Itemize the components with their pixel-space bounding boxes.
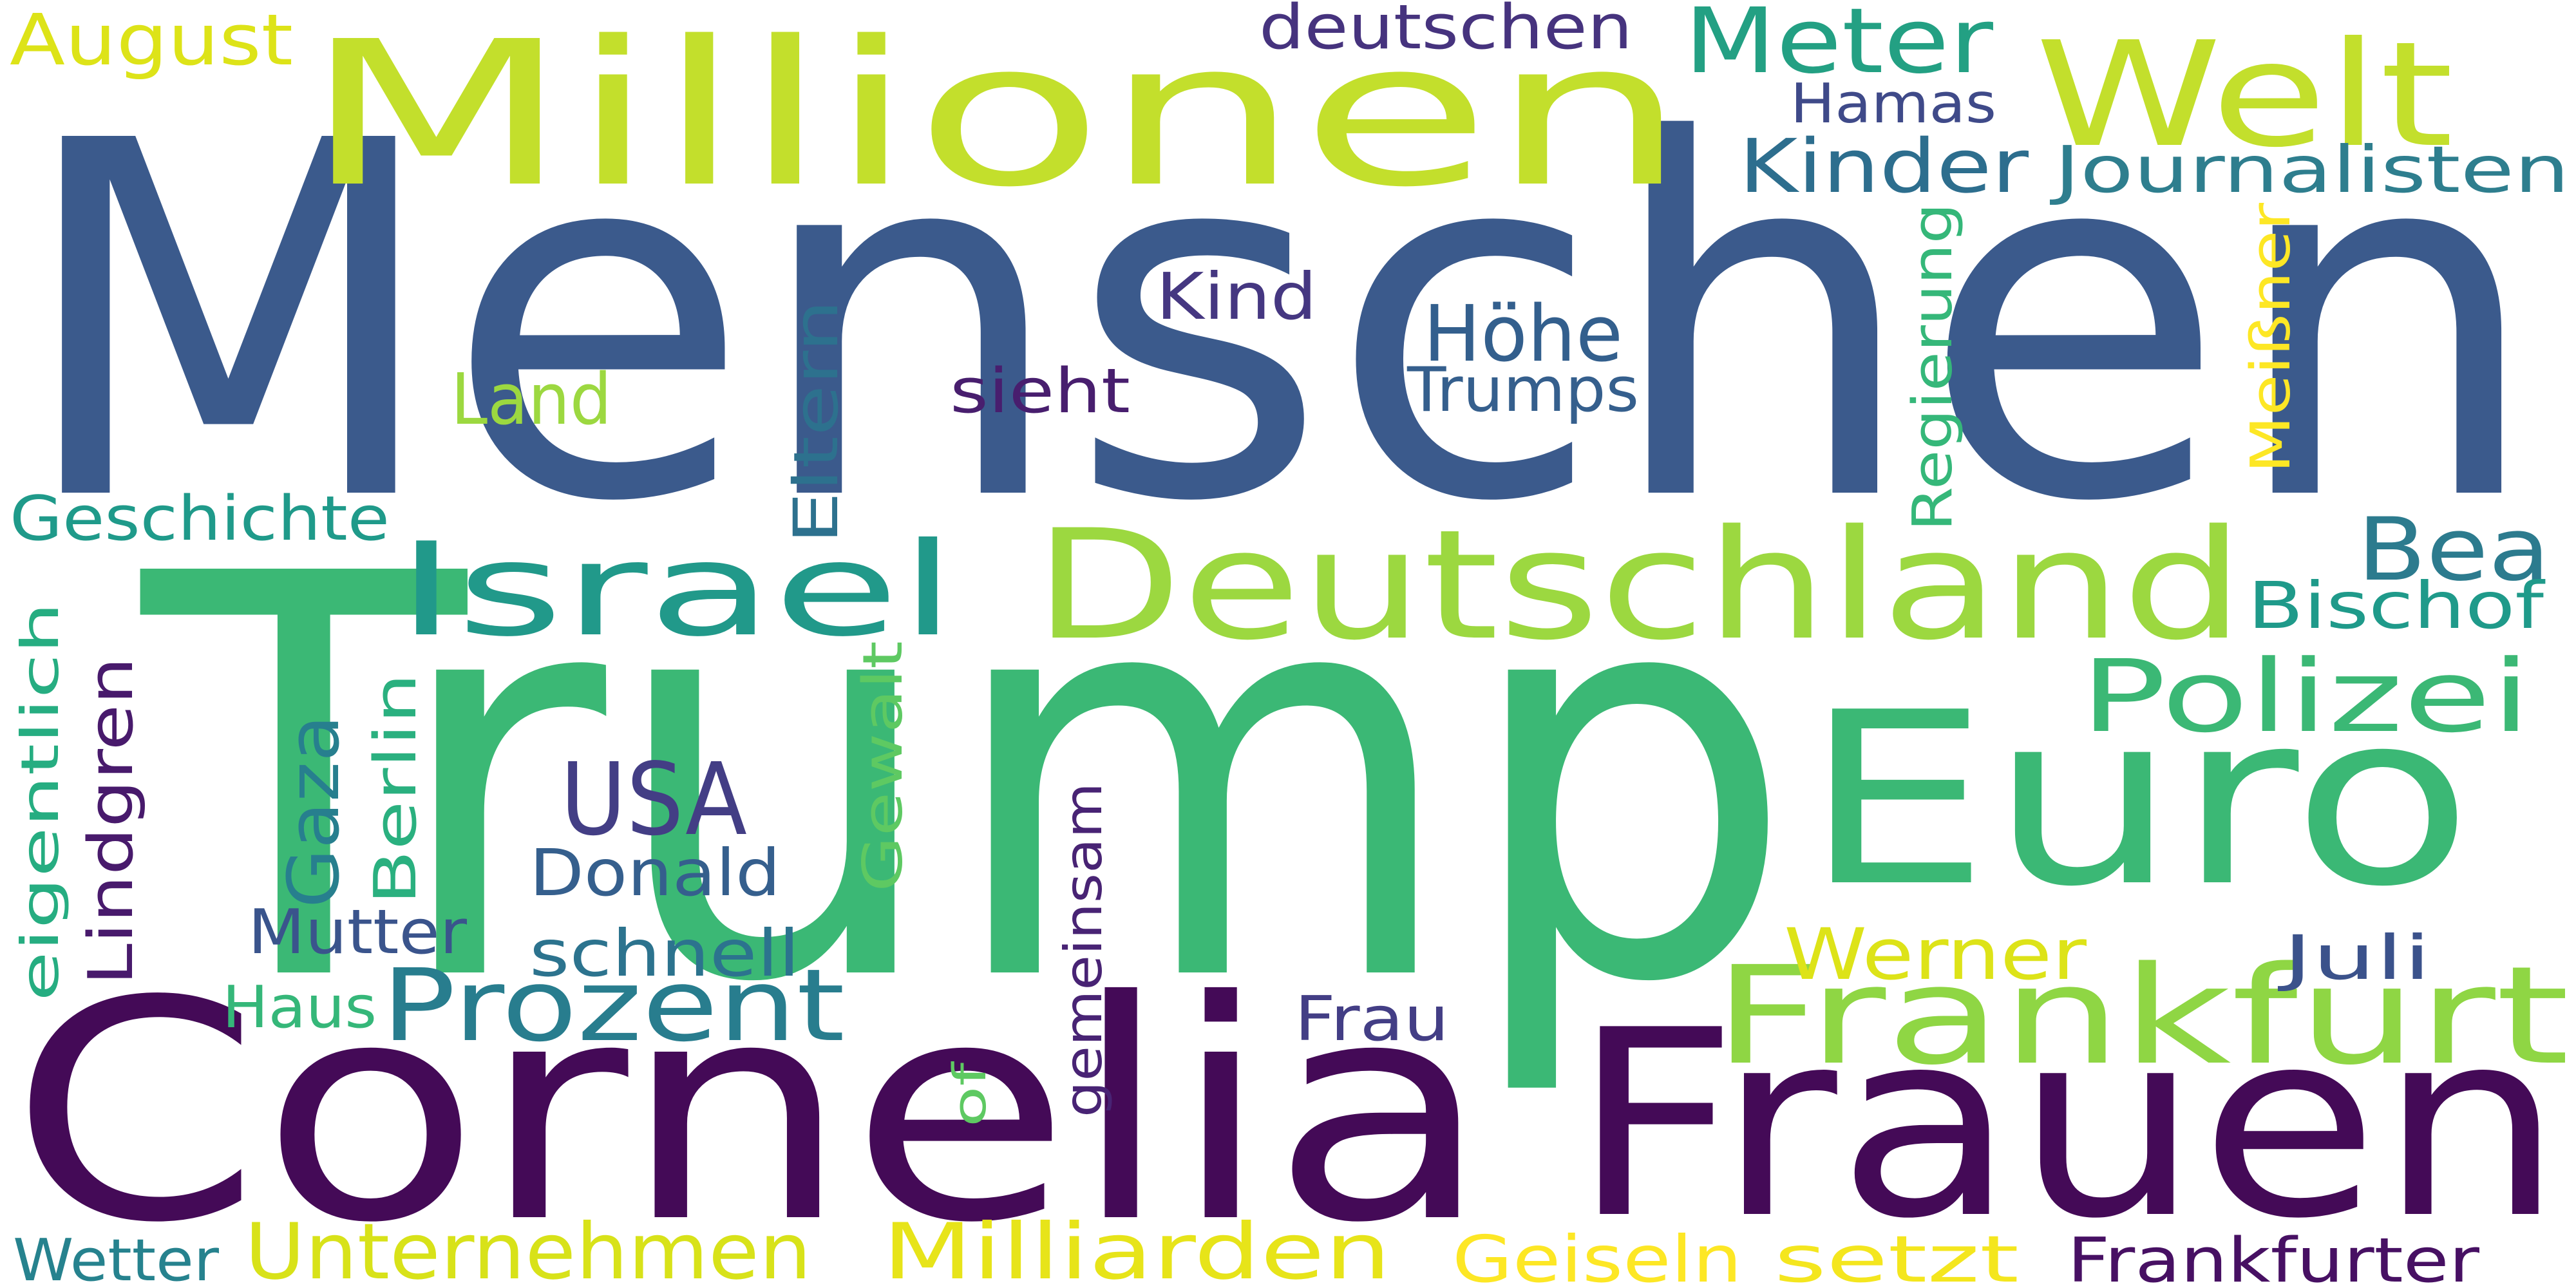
word-of: of	[943, 1061, 996, 1127]
word-bischof: Bischof	[2248, 568, 2546, 643]
word-usa: USA	[560, 741, 747, 858]
word-frau: Frau	[1294, 984, 1449, 1055]
word-mutter: Mutter	[248, 897, 468, 968]
word-haus: Haus	[222, 974, 377, 1041]
word-gemeinsam: gemeinsam	[1054, 782, 1113, 1117]
word-bea: Bea	[2357, 499, 2550, 600]
word-meissner: Meißner	[2239, 203, 2303, 473]
word-setzt: setzt	[1774, 1222, 2019, 1288]
word-frankfurter: Frankfurter	[2067, 1226, 2480, 1288]
word-eltern: Eltern	[781, 299, 852, 544]
word-unternehmen: Unternehmen	[245, 1208, 811, 1288]
word-trumps: Trumps	[1406, 355, 1639, 426]
word-august: August	[10, 0, 293, 81]
word-geiseln: Geiseln	[1452, 1222, 1742, 1288]
word-regierung: Regierung	[1901, 203, 1965, 531]
word-gaza: Gaza	[272, 715, 355, 908]
word-frankfurt: Frankfurt	[1713, 937, 2570, 1095]
word-donald: Donald	[529, 835, 781, 911]
word-wetter: Wetter	[13, 1227, 219, 1288]
word-trump: Trump	[133, 459, 1797, 1103]
word-millionen: Millionen	[303, 0, 1687, 231]
word-geschichte: Geschichte	[10, 484, 390, 554]
word-euro: Euro	[1803, 662, 2473, 939]
word-welt: Welt	[2035, 11, 2454, 180]
word-milliarden: Milliarden	[882, 1208, 1391, 1288]
word-meter: Meter	[1684, 0, 1994, 94]
word-israel: Israel	[396, 515, 956, 665]
word-eigentlich: eigentlich	[10, 602, 70, 1001]
word-kinder: Kinder	[1739, 124, 2029, 210]
word-juli: Juli	[2278, 923, 2431, 994]
word-frauen: Frauen	[1571, 976, 2563, 1275]
word-deutschland: Deutschland	[1034, 498, 2244, 674]
word-land: Land	[451, 358, 612, 440]
word-lindgren: Lindgren	[76, 657, 147, 985]
word-menschen: Menschen	[13, 39, 2544, 609]
word-schnell: schnell	[529, 916, 800, 991]
word-polizei: Polizei	[2080, 638, 2531, 755]
word-hamas: Hamas	[1790, 72, 1996, 136]
word-deutschen: deutschen	[1259, 0, 1633, 63]
word-journalisten: Journalisten	[2049, 132, 2570, 207]
word-kind: Kind	[1156, 259, 1317, 334]
word-prozent: Prozent	[381, 947, 845, 1064]
word-cornelia: Cornelia	[10, 936, 1491, 1288]
word-gewalt: Gewalt	[851, 641, 915, 892]
word-berlin: Berlin	[362, 673, 430, 905]
word-werner: Werner	[1784, 913, 2087, 996]
word-hoehe: Höhe	[1423, 290, 1623, 379]
word-sieht: sieht	[950, 356, 1130, 427]
